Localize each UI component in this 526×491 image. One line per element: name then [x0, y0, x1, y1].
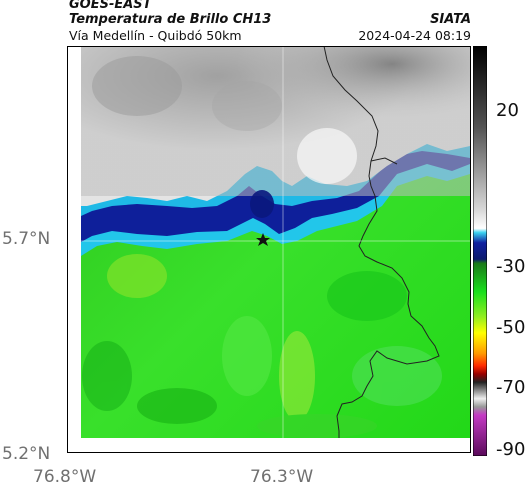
satellite-map[interactable]: [67, 46, 471, 453]
region-subtitle: Vía Medellín - Quibdó 50km: [69, 28, 242, 43]
satellite-title: GOES-EAST: [69, 0, 152, 12]
cloud-dark-core: [92, 56, 182, 116]
colorbar-tick-20: 20: [496, 100, 519, 121]
department-border: [323, 46, 440, 438]
cloud-dark-core-2: [212, 81, 282, 131]
colorbar-gradient: [473, 46, 487, 456]
department-border-branch: [370, 157, 398, 165]
lon-tick-76-3: 76.3°W: [250, 467, 314, 487]
colorbar-tick-minus90: -90: [496, 439, 526, 460]
map-frame-border: [67, 46, 471, 453]
colorbar-tick-minus70: -70: [496, 377, 526, 398]
star-icon: [256, 233, 270, 246]
cloud-bright-core: [297, 128, 357, 184]
product-title: Temperatura de Brillo CH13: [69, 12, 272, 27]
temperature-colorbar: [473, 46, 487, 456]
cold-core-blue: [250, 190, 274, 218]
green-texture: [82, 254, 442, 438]
colorbar-tick-minus30: -30: [496, 256, 526, 277]
source-label: SIATA: [430, 12, 471, 27]
map-margin-bottom: [67, 438, 471, 453]
colorbar-tick-minus50: -50: [496, 317, 526, 338]
map-margin-left: [67, 46, 81, 453]
lon-tick-76-8: 76.8°W: [33, 467, 97, 487]
lat-tick-5-2: 5.2°N: [2, 444, 51, 464]
datetime-label: 2024-04-24 08:19: [358, 28, 471, 43]
lat-tick-5-7: 5.7°N: [2, 229, 51, 249]
